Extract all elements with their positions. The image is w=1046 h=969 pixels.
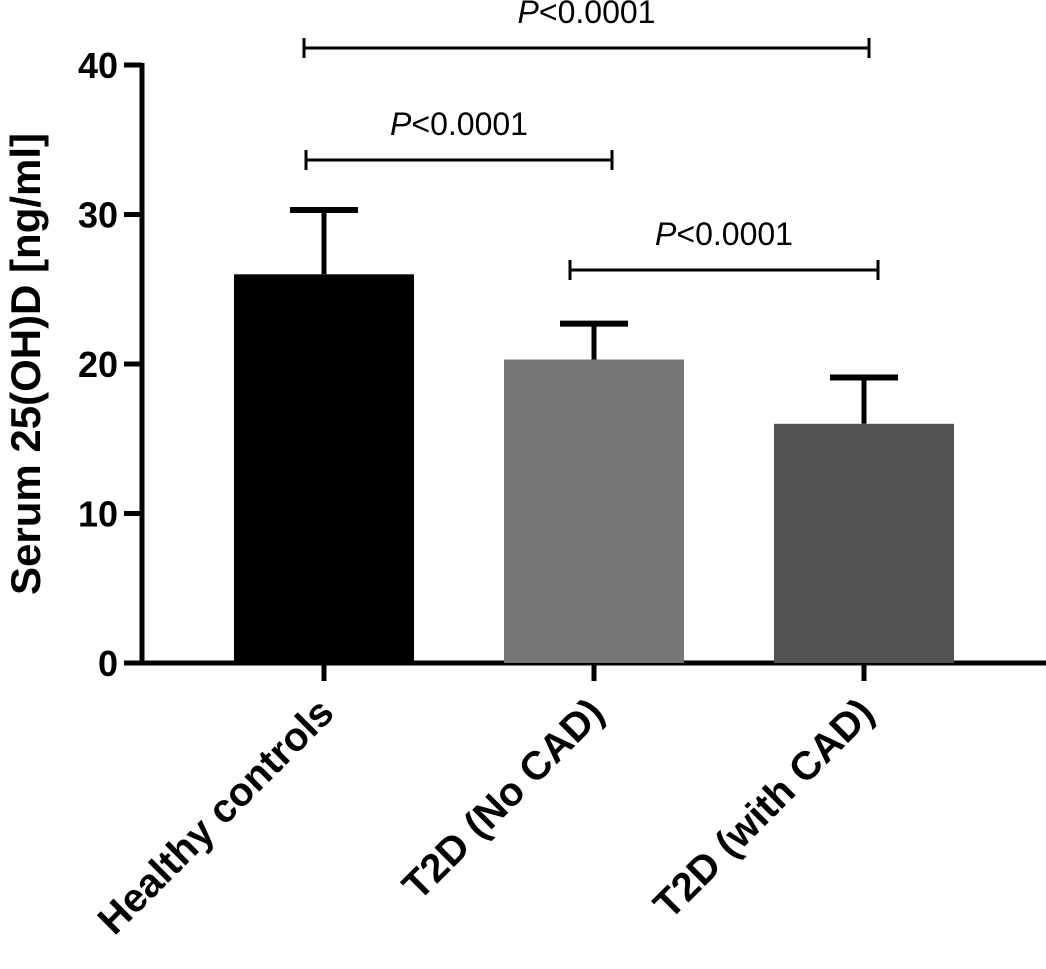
y-tick-label: 10 bbox=[78, 494, 118, 535]
y-tick-label: 30 bbox=[78, 195, 118, 236]
y-tick-label: 40 bbox=[78, 45, 118, 86]
p-value: <0.0001 bbox=[539, 0, 656, 30]
x-tick-label: T2D (with CAD) bbox=[645, 690, 882, 927]
significance-label: P<0.0001 bbox=[518, 0, 656, 30]
significance-brackets bbox=[302, 38, 880, 280]
x-tick-label: T2D (No CAD) bbox=[394, 690, 612, 908]
y-tick-label: 20 bbox=[78, 344, 118, 385]
bar bbox=[234, 274, 414, 663]
x-tick-label: Healthy controls bbox=[90, 690, 343, 943]
p-value: <0.0001 bbox=[411, 106, 528, 142]
p-symbol: P bbox=[518, 0, 540, 30]
significance-label: P<0.0001 bbox=[655, 216, 793, 252]
p-symbol: P bbox=[655, 216, 677, 252]
bars bbox=[234, 274, 954, 663]
y-tick-label: 0 bbox=[98, 643, 118, 684]
significance-label: P<0.0001 bbox=[390, 106, 528, 142]
p-symbol: P bbox=[390, 106, 412, 142]
bar bbox=[504, 359, 684, 663]
y-axis-title: Serum 25(OH)D [ng/ml] bbox=[2, 133, 49, 595]
bar bbox=[774, 423, 954, 663]
p-value: <0.0001 bbox=[676, 216, 793, 252]
error-bars bbox=[290, 207, 898, 424]
labels: Serum 25(OH)D [ng/ml] 0 10 20 30 40 Healthy c… bbox=[2, 0, 882, 943]
